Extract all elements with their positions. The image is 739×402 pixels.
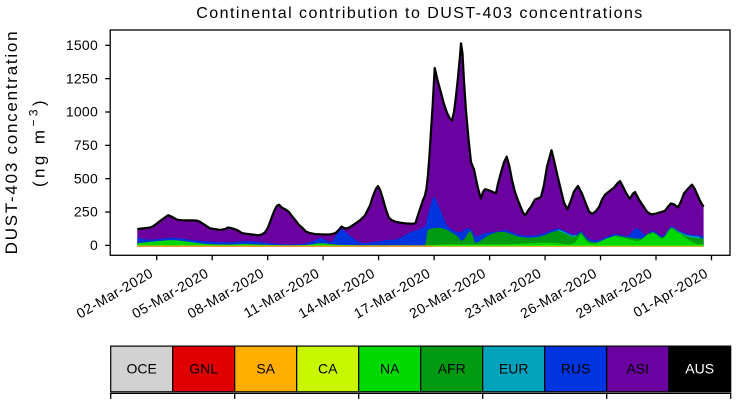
svg-text:Continental contribution to DU: Continental contribution to DUST-403 con… [196,5,644,22]
svg-text:250: 250 [74,204,98,220]
svg-text:500: 500 [74,170,98,186]
svg-text:DUST-403 concentration: DUST-403 concentration [2,30,21,255]
svg-text:RUS: RUS [561,361,591,377]
svg-text:CA: CA [318,361,338,377]
svg-text:NA: NA [380,361,400,377]
svg-text:SA: SA [256,361,275,377]
svg-text:1000: 1000 [66,104,98,120]
svg-text:AFR: AFR [438,361,466,377]
svg-text:750: 750 [74,137,98,153]
svg-text:ASI: ASI [626,361,649,377]
svg-text:AUS: AUS [685,361,714,377]
svg-text:1250: 1250 [66,70,98,86]
svg-text:0: 0 [90,237,98,253]
svg-text:EUR: EUR [499,361,529,377]
svg-text:OCE: OCE [127,361,157,377]
svg-text:GNL: GNL [189,361,218,377]
svg-text:1500: 1500 [66,37,98,53]
